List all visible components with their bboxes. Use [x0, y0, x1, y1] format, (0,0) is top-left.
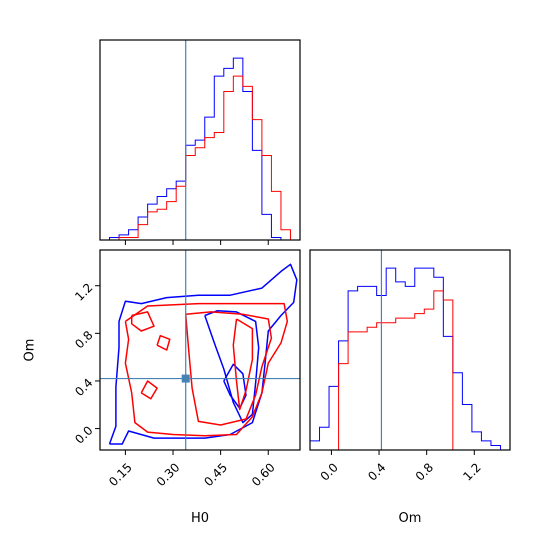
- contour-frame: [99, 249, 301, 451]
- panel-h0-histogram: [99, 39, 301, 245]
- h0-histogram-red: [100, 75, 300, 240]
- om-histogram-red: [310, 290, 510, 450]
- contour-red-2: [232, 318, 254, 411]
- h0-hist-frame: [99, 39, 301, 241]
- x-axis-label-h0: H0: [191, 511, 209, 526]
- contour-red-0: [124, 302, 289, 437]
- truth-marker: [181, 374, 190, 383]
- h0-histogram-blue: [100, 57, 300, 240]
- x-axis-label-om: Om: [399, 511, 422, 526]
- om-histogram-blue: [310, 267, 510, 450]
- om-hist-frame: [309, 249, 511, 451]
- contour-blue-0: [108, 263, 298, 445]
- contour-red-5: [156, 334, 171, 351]
- contour-red-3: [130, 311, 155, 332]
- contour-red-4: [140, 380, 158, 400]
- contour-blue-2: [223, 363, 247, 410]
- contour-red-1: [184, 311, 273, 426]
- y-axis-label-om: Om: [23, 339, 38, 362]
